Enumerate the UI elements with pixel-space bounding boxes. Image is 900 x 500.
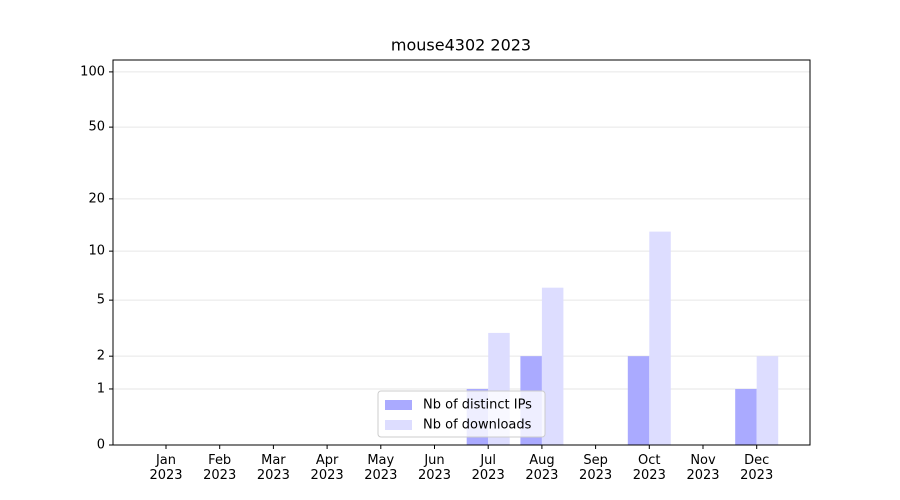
- bar: [649, 231, 671, 445]
- y-tick-label: 5: [97, 293, 105, 308]
- x-tick-label: Jun 2023: [417, 453, 452, 483]
- x-tick-label: Oct 2023: [632, 453, 666, 483]
- x-tick-label: Aug 2023: [525, 453, 559, 483]
- legend-label: Nb of downloads: [423, 418, 532, 433]
- x-tick-label: Nov 2023: [686, 453, 720, 483]
- legend-swatch: [385, 420, 412, 430]
- x-tick-label: Jan 2023: [149, 453, 183, 483]
- y-tick-label: 20: [88, 191, 105, 206]
- y-tick-label: 2: [97, 349, 105, 364]
- x-tick-label: Apr 2023: [310, 453, 344, 483]
- legend-swatch: [385, 400, 412, 410]
- x-tick-label: Sep 2023: [579, 453, 613, 483]
- bar: [627, 356, 650, 445]
- y-tick-label: 50: [88, 120, 105, 135]
- x-tick-label: Jul 2023: [471, 453, 505, 483]
- bar: [541, 287, 564, 445]
- y-tick-label: 1: [97, 381, 105, 396]
- legend-label: Nb of distinct IPs: [423, 398, 532, 413]
- x-tick-label: Mar 2023: [256, 453, 290, 483]
- bar: [756, 356, 779, 445]
- legend-box: [377, 390, 546, 438]
- x-tick-label: May 2023: [364, 453, 398, 483]
- bar: [735, 388, 757, 445]
- x-tick-label: Dec 2023: [740, 453, 774, 483]
- chart-title: mouse4302 2023: [391, 36, 531, 55]
- y-tick-label: 10: [88, 244, 105, 259]
- y-tick-label: 0: [97, 438, 105, 453]
- plot-frame: [112, 59, 811, 446]
- y-tick-label: 100: [80, 64, 105, 79]
- legend: Nb of distinct IPs Nb of downloads: [377, 390, 546, 438]
- x-tick-label: Feb 2023: [203, 453, 237, 483]
